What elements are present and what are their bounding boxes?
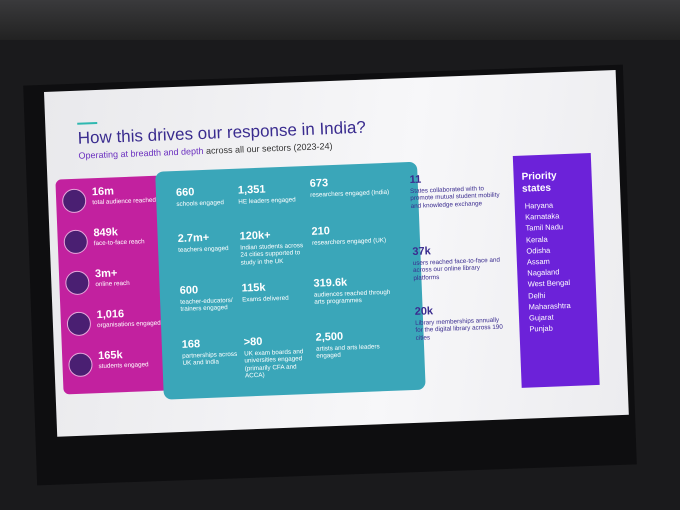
subtitle-rest: across all our sectors (2023-24)	[205, 140, 333, 156]
state-name: Kerala	[525, 234, 548, 245]
stat-value: 37k	[412, 245, 431, 258]
stat-label: Indian students across 24 cities support…	[240, 242, 304, 267]
state-name: Punjab	[529, 323, 553, 334]
stat-value: 660	[175, 186, 195, 200]
stat-label: audiences reached through arts programme…	[313, 288, 391, 307]
state-name: Odisha	[526, 245, 551, 256]
stat-label: Library memberships annually for the dig…	[415, 316, 504, 342]
stat-value: 849k	[93, 226, 119, 240]
stat-value: 20k	[414, 305, 434, 318]
state-name: Gujarat	[528, 312, 554, 323]
stat-value: 1,016	[96, 308, 125, 322]
stat-value: >80	[243, 335, 263, 349]
stat-label: users reached face-to-face and across ou…	[412, 256, 501, 282]
state-name: Tamil Nadu	[525, 222, 564, 234]
state-name: Maharashtra	[528, 300, 571, 312]
stat-label: teacher-educators/ trainers engaged	[180, 296, 233, 314]
stat-value: 115k	[241, 281, 266, 295]
stat-value: 319.6k	[313, 276, 348, 290]
stat-value: 1,351	[237, 183, 266, 197]
priority-title: Priority states	[521, 170, 557, 195]
slide: How this drives our response in India? O…	[44, 70, 629, 437]
state-name: West Bengal	[527, 278, 571, 289]
stat-value: 2,500	[315, 330, 344, 344]
stat-value: 3m+	[94, 267, 118, 281]
stat-value: 165k	[97, 349, 123, 363]
stat-value: 120k+	[239, 229, 271, 243]
stat-label: artists and arts leaders engaged	[315, 343, 380, 361]
ceiling	[0, 0, 680, 40]
state-name: Nagaland	[527, 267, 560, 278]
accent-line	[77, 121, 98, 125]
stat-label: States collaborated with to promote mutu…	[409, 185, 500, 210]
stat-value: 16m	[91, 185, 115, 199]
stat-value: 2.7m+	[177, 231, 210, 245]
state-name: Haryana	[524, 200, 554, 211]
stat-label: partnerships across UK and India	[182, 350, 238, 368]
stat-value: 210	[311, 225, 331, 238]
stat-value: 600	[179, 284, 199, 297]
state-name: Karnataka	[524, 211, 560, 222]
state-name: Assam	[526, 256, 550, 267]
stat-label: UK exam boards and universities engaged …	[244, 348, 304, 380]
subtitle-highlight: Operating at breadth and depth	[78, 145, 204, 161]
stat-value: 168	[181, 338, 201, 351]
stat-value: 673	[309, 177, 329, 190]
stat-value: 11	[409, 173, 422, 187]
state-name: Delhi	[528, 290, 546, 301]
